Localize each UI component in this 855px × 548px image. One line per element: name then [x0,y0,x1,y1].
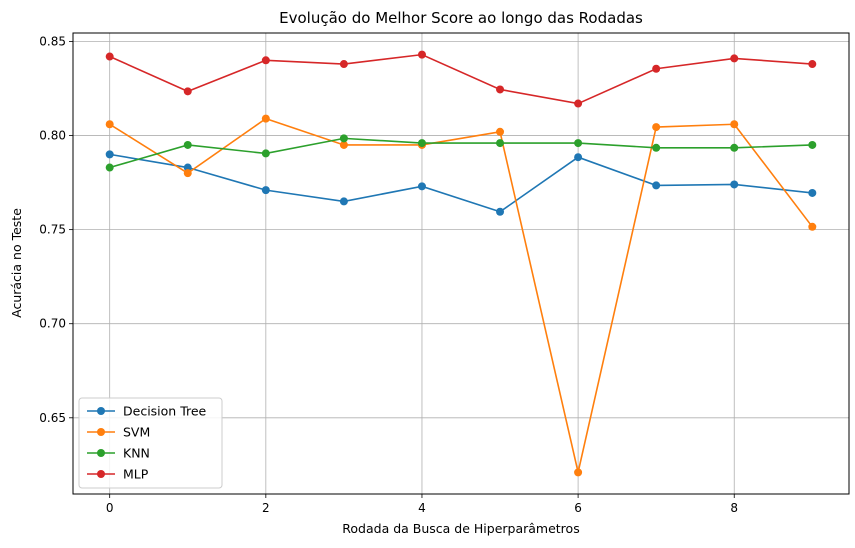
data-point-svm [652,123,661,132]
data-point-decision-tree [339,197,348,206]
data-point-decision-tree [183,163,192,172]
data-point-svm [183,169,192,178]
y-tick-label: 0.70 [39,317,66,331]
data-point-decision-tree [808,188,817,197]
data-point-svm [730,120,739,129]
x-tick-label: 2 [262,501,270,515]
x-tick-label: 4 [418,501,426,515]
data-point-mlp [730,54,739,63]
data-point-svm [261,114,270,123]
chart-title: Evolução do Melhor Score ao longo das Ro… [279,9,643,27]
legend-item-mlp: MLP [87,467,149,482]
data-point-svm [808,222,817,231]
x-axis: 0 2 4 6 8 [106,494,738,515]
y-tick-label: 0.75 [39,223,66,237]
legend-label: MLP [123,467,149,482]
series-layer [105,50,817,477]
legend-label: SVM [123,425,150,440]
data-point-knn [339,134,348,143]
data-point-decision-tree [730,180,739,189]
data-point-decision-tree [417,182,426,191]
data-point-mlp [261,56,270,65]
x-tick-label: 0 [106,501,114,515]
series-line-decision-tree [109,153,813,213]
data-point-mlp [105,52,114,61]
data-point-knn [652,143,661,152]
data-point-decision-tree [261,186,270,195]
legend-swatch-marker [97,470,105,478]
data-point-knn [496,139,505,148]
legend: Decision Tree SVM KNN MLP [78,397,223,489]
series-mlp [105,50,817,108]
data-point-decision-tree [496,207,505,216]
data-point-decision-tree [652,181,661,190]
legend-box [78,397,223,489]
legend-label: KNN [123,446,150,461]
data-point-svm [574,468,583,477]
data-point-svm [339,140,348,149]
data-point-mlp [339,60,348,69]
data-point-knn [261,149,270,158]
y-axis: 0.65 0.70 0.75 0.80 0.85 [39,34,73,425]
series-decision-tree [105,150,817,216]
data-point-mlp [652,64,661,73]
data-point-knn [808,140,817,149]
x-tick-label: 8 [730,501,738,515]
series-knn [105,134,817,172]
data-point-knn [417,139,426,148]
data-point-svm [105,120,114,129]
series-line-mlp [109,53,813,105]
series-line-knn [109,137,813,169]
y-tick-label: 0.65 [39,411,66,425]
legend-item-knn: KNN [87,446,150,461]
legend-swatch-marker [97,449,105,457]
series-line-svm [109,117,813,473]
legend-swatch-marker [97,407,105,415]
data-point-knn [105,163,114,172]
y-tick-label: 0.85 [39,34,66,48]
y-axis-title: Acurácia no Teste [9,208,24,318]
y-tick-label: 0.80 [39,129,66,143]
legend-item-decision-tree: Decision Tree [87,404,207,419]
legend-swatch-marker [97,428,105,436]
data-point-decision-tree [574,153,583,162]
legend-item-svm: SVM [87,425,150,440]
series-svm [105,114,817,477]
data-point-knn [183,140,192,149]
data-point-mlp [808,60,817,69]
x-tick-label: 6 [574,501,582,515]
data-point-knn [574,139,583,148]
x-axis-title: Rodada da Busca de Hiperparâmetros [342,521,579,536]
data-point-mlp [574,99,583,108]
plot-frame [72,32,850,495]
data-point-mlp [183,87,192,96]
data-point-mlp [496,85,505,94]
data-point-svm [496,127,505,136]
legend-label: Decision Tree [123,404,207,419]
data-point-mlp [417,50,426,59]
data-point-decision-tree [105,150,114,159]
data-point-knn [730,143,739,152]
